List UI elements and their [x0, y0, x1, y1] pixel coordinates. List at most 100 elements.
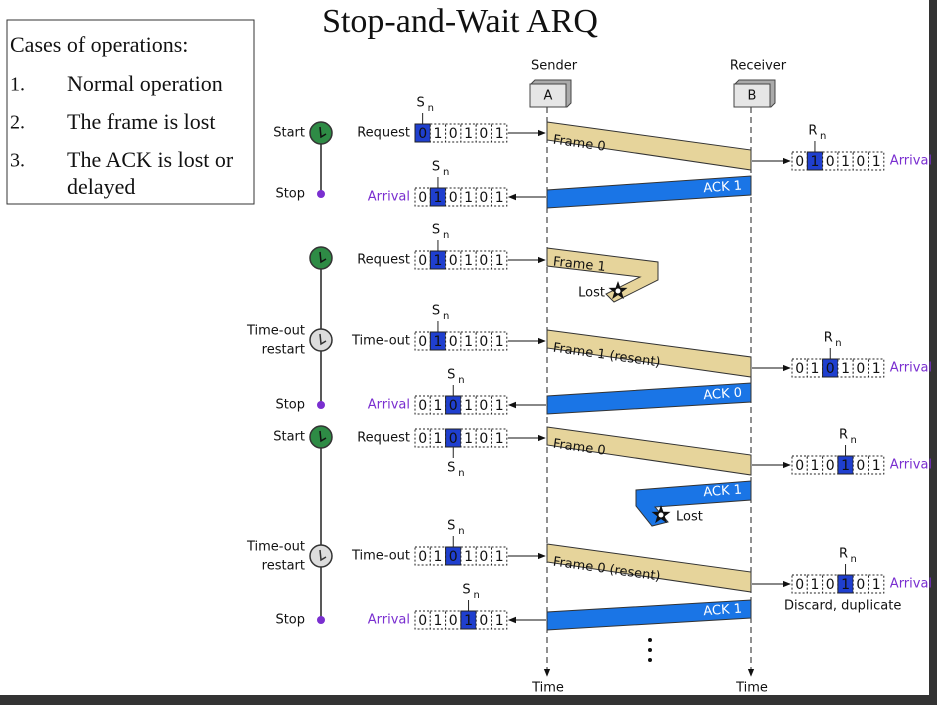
- action-label: Time-out: [351, 334, 410, 349]
- window-bit: 0: [795, 458, 804, 474]
- var-sub: n: [443, 311, 449, 322]
- clock-hands: [319, 430, 327, 443]
- window-bit: 1: [495, 549, 504, 565]
- action-label: Arrival: [890, 154, 932, 169]
- frame: [546, 329, 752, 378]
- stop-dot: [317, 616, 325, 624]
- window-bit: 0: [449, 549, 458, 565]
- cases-box: [6, 19, 255, 205]
- var-sub: n: [851, 435, 857, 446]
- ellipsis-dot: [648, 638, 652, 642]
- var-name: S: [432, 223, 440, 238]
- window-bit: 1: [464, 253, 473, 269]
- timeline-label: Stop: [275, 398, 305, 413]
- window-bit: 1: [464, 126, 473, 142]
- ack: [546, 382, 752, 415]
- window-bit: 0: [795, 577, 804, 593]
- window-cell: [491, 250, 508, 270]
- var-sub: n: [458, 526, 464, 537]
- right-bar: [929, 0, 937, 705]
- var-name: R: [839, 428, 848, 443]
- message-label: ACK 1: [703, 602, 743, 620]
- var-sub: n: [458, 375, 464, 386]
- action-label: Arrival: [368, 613, 410, 628]
- note: Discard, duplicate: [784, 599, 901, 614]
- note: Lost: [676, 510, 703, 525]
- station-role: Sender: [531, 59, 578, 74]
- window-cell: [491, 546, 508, 566]
- var-sub: n: [458, 468, 464, 479]
- cases-heading: Cases of operations:: [10, 32, 188, 57]
- window-bit: 0: [856, 577, 865, 593]
- var-sub: n: [443, 230, 449, 241]
- window-bit: 1: [495, 253, 504, 269]
- clock-hands: [319, 333, 327, 346]
- window-bit: 0: [795, 361, 804, 377]
- window-bit: 0: [826, 154, 835, 170]
- station-letter: A: [544, 89, 553, 104]
- window-bit: 1: [810, 154, 819, 170]
- window-bit: 1: [495, 190, 504, 206]
- window-bit: 0: [856, 361, 865, 377]
- window-bit: 0: [418, 334, 427, 350]
- time-label: Time: [735, 681, 768, 696]
- window-bit: 0: [449, 126, 458, 142]
- window-bit: 1: [872, 577, 881, 593]
- message-label: Frame 0: [552, 133, 606, 155]
- timeline-label: Time-out: [246, 324, 305, 339]
- station-role: Receiver: [730, 59, 787, 74]
- window-bit: 1: [433, 190, 442, 206]
- window-bit: 0: [856, 154, 865, 170]
- window-bit: 1: [495, 613, 504, 629]
- window-bit: 1: [810, 361, 819, 377]
- window-bit: 0: [479, 126, 488, 142]
- message-label: ACK 1: [703, 179, 743, 197]
- window-bit: 0: [449, 190, 458, 206]
- window-bit: 1: [810, 458, 819, 474]
- timeline-label: Stop: [275, 187, 305, 202]
- ellipsis-dot: [648, 648, 652, 652]
- window-bit: 0: [795, 154, 804, 170]
- window-bit: 1: [433, 334, 442, 350]
- window-bit: 1: [433, 126, 442, 142]
- window-cell: [868, 574, 885, 594]
- var-name: S: [447, 519, 455, 534]
- lost-star-center: [658, 512, 664, 518]
- window-bit: 0: [479, 334, 488, 350]
- window-bit: 1: [495, 334, 504, 350]
- window-cell: [868, 455, 885, 475]
- window-cell: [491, 123, 508, 143]
- window-bit: 1: [464, 431, 473, 447]
- stop-dot: [317, 401, 325, 409]
- frame: [546, 121, 752, 171]
- timeline-label: restart: [262, 343, 305, 358]
- title: Stop-and-Wait ARQ: [322, 3, 598, 40]
- window-bit: 1: [810, 577, 819, 593]
- var-name: S: [432, 160, 440, 175]
- window-bit: 0: [449, 431, 458, 447]
- window-bit: 1: [495, 398, 504, 414]
- window-bit: 0: [826, 577, 835, 593]
- window-bit: 1: [464, 190, 473, 206]
- timeline-label: Stop: [275, 613, 305, 628]
- case-text: The ACK is lost or: [67, 147, 234, 172]
- window-bit: 0: [418, 126, 427, 142]
- window-bit: 1: [464, 613, 473, 629]
- bottom-bar: [0, 695, 937, 705]
- window-bit: 1: [841, 154, 850, 170]
- lost-star-center: [615, 288, 621, 294]
- case-number: 2.: [10, 112, 25, 134]
- var-sub: n: [820, 131, 826, 142]
- timeline-label: Time-out: [246, 540, 305, 555]
- ellipsis-dot: [648, 658, 652, 662]
- timeline-label: restart: [262, 559, 305, 574]
- window-cell: [491, 395, 508, 415]
- var-name: S: [432, 304, 440, 319]
- note: Lost: [578, 286, 605, 301]
- var-sub: n: [835, 338, 841, 349]
- stop-dot: [317, 190, 325, 198]
- window-bit: 1: [433, 398, 442, 414]
- action-label: Arrival: [368, 190, 410, 205]
